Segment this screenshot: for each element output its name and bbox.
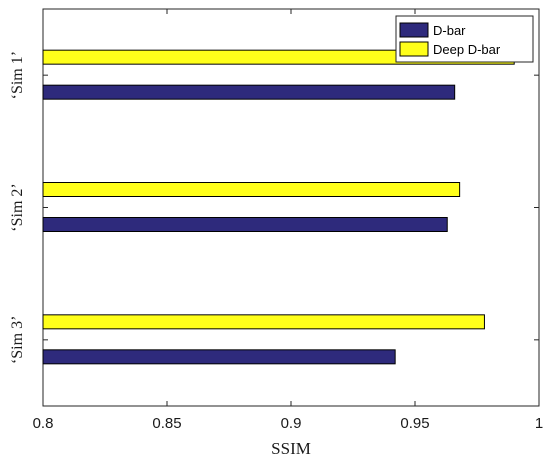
legend-swatch-d-bar (399, 22, 429, 38)
y-category-labels: ‘Sim 1’ ‘Sim 2’ ‘Sim 3’ (9, 51, 26, 364)
x-tick-label: 0.8 (33, 415, 54, 432)
x-tick-label: 0.95 (400, 415, 429, 432)
bar-d-bar-sim-1 (42, 84, 456, 100)
bars (42, 49, 515, 365)
x-tick-label: 0.9 (281, 415, 302, 432)
legend-label-d-bar: D-bar (433, 23, 466, 38)
legend: D-bar Deep D-bar (395, 15, 534, 63)
x-axis-title: SSIM (271, 439, 311, 458)
legend-label-deep-d-bar: Deep D-bar (433, 42, 501, 57)
y-category-label: ‘Sim 2’ (9, 183, 26, 231)
x-tick-labels: 0.8 0.85 0.9 0.95 1 (33, 415, 544, 432)
legend-swatch-deep-d-bar (399, 41, 429, 57)
plot-area (42, 8, 540, 407)
bar-deep-d-bar-sim-2 (42, 182, 461, 197)
x-tick-label: 1 (535, 415, 543, 432)
bar-deep-d-bar-sim-3 (42, 314, 485, 330)
bar-d-bar-sim-3 (42, 349, 396, 365)
bar-d-bar-sim-2 (42, 217, 448, 232)
axis-ticks (42, 9, 540, 406)
y-category-label: ‘Sim 3’ (9, 316, 26, 364)
x-tick-label: 0.85 (152, 415, 181, 432)
y-category-label: ‘Sim 1’ (9, 51, 26, 99)
